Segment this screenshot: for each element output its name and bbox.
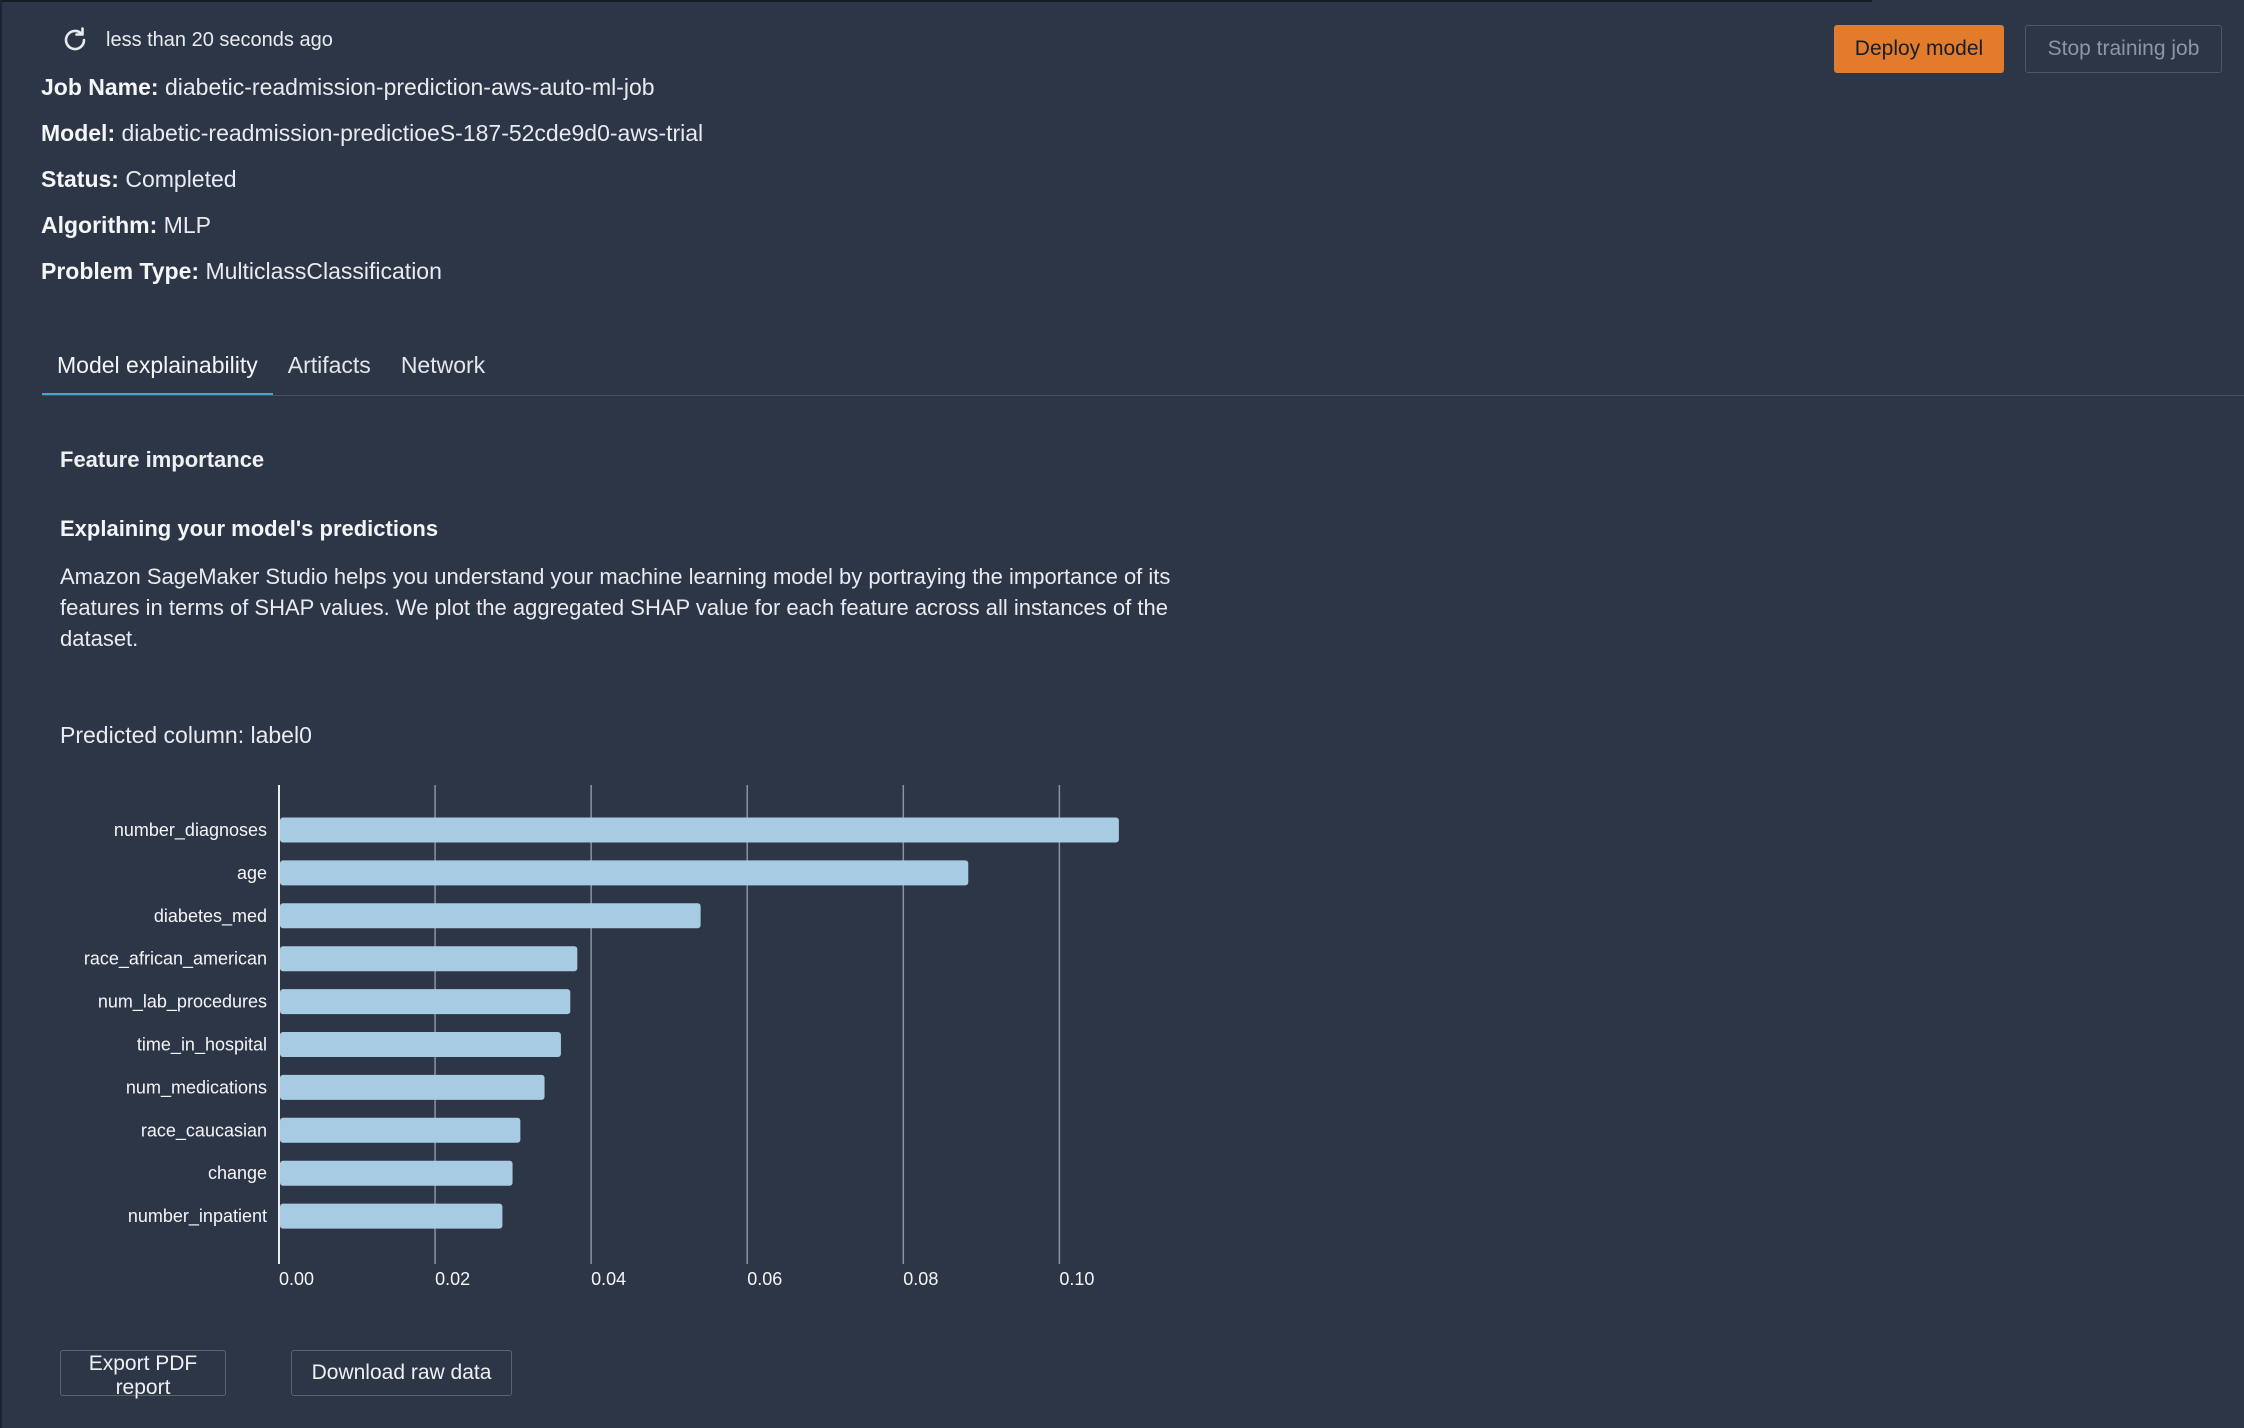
x-tick-label: 0.06 bbox=[747, 1269, 782, 1289]
bar bbox=[280, 1203, 503, 1229]
x-tick-label: 0.02 bbox=[435, 1269, 470, 1289]
bar bbox=[280, 903, 701, 929]
explain-title: Explaining your model's predictions bbox=[60, 516, 439, 541]
job-name-label: Job Name: bbox=[41, 74, 159, 100]
bar bbox=[280, 946, 578, 972]
bar bbox=[280, 860, 969, 886]
algorithm-row: Algorithm: MLP bbox=[41, 212, 211, 239]
category-label: race_african_american bbox=[84, 949, 267, 970]
algorithm-value: MLP bbox=[163, 212, 211, 238]
model-label: Model: bbox=[41, 120, 116, 146]
status-row: Status: Completed bbox=[41, 166, 237, 193]
feature-importance-chart: 0.00 0.02 0.04 0.06 0.08 0.10 number_diagnoses… bbox=[60, 780, 1200, 1305]
category-label: time_in_hospital bbox=[137, 1035, 267, 1056]
tab-network[interactable]: Network bbox=[400, 352, 486, 378]
category-label: change bbox=[208, 1163, 267, 1183]
tab-artifacts[interactable]: Artifacts bbox=[287, 352, 371, 378]
x-tick-label: 0.00 bbox=[279, 1269, 314, 1289]
category-label: num_medications bbox=[126, 1077, 267, 1098]
stop-training-job-button[interactable]: Stop training job bbox=[2025, 25, 2222, 73]
deploy-model-button[interactable]: Deploy model bbox=[1834, 25, 2004, 73]
category-label: number_inpatient bbox=[128, 1206, 267, 1227]
x-tick-label: 0.08 bbox=[903, 1269, 938, 1289]
bar bbox=[280, 817, 1119, 843]
tab-bar: Model explainability Artifacts Network bbox=[42, 345, 500, 395]
status-label: Status: bbox=[41, 166, 119, 192]
problem-type-row: Problem Type: MulticlassClassification bbox=[41, 258, 442, 285]
bar bbox=[280, 1160, 513, 1186]
category-label: number_diagnoses bbox=[114, 820, 267, 841]
category-label: diabetes_med bbox=[154, 906, 267, 927]
algorithm-label: Algorithm: bbox=[41, 212, 158, 238]
problem-type-value: MulticlassClassification bbox=[205, 258, 442, 284]
bar bbox=[280, 1032, 561, 1057]
top-border bbox=[0, 0, 1872, 2]
bar bbox=[280, 1074, 545, 1100]
section-title: Feature importance bbox=[60, 447, 265, 472]
left-border bbox=[0, 0, 2, 1428]
job-name-value: diabetic-readmission-prediction-aws-auto… bbox=[164, 74, 655, 100]
x-tick-label: 0.04 bbox=[591, 1269, 626, 1289]
model-row: Model: diabetic-readmission-predictioeS-… bbox=[41, 120, 703, 147]
model-value: diabetic-readmission-predictioeS-187-52c… bbox=[121, 120, 704, 146]
job-name-row: Job Name: diabetic-readmission-predictio… bbox=[41, 74, 655, 101]
chart-svg: 0.00 0.02 0.04 0.06 0.08 0.10 number_diagnoses… bbox=[84, 785, 1119, 1289]
tab-model-explainability[interactable]: Model explainability bbox=[42, 345, 273, 395]
category-label: age bbox=[237, 863, 267, 883]
tabs-divider bbox=[42, 395, 2244, 396]
problem-type-label: Problem Type: bbox=[41, 258, 200, 284]
predicted-column: Predicted column: label0 bbox=[60, 722, 312, 748]
explain-text: Amazon SageMaker Studio helps you unders… bbox=[60, 564, 1171, 651]
refresh-icon[interactable] bbox=[60, 25, 90, 55]
status-value: Completed bbox=[125, 166, 237, 192]
bar bbox=[280, 989, 571, 1015]
x-tick-label: 0.10 bbox=[1059, 1269, 1094, 1289]
export-pdf-report-button[interactable]: Export PDF report bbox=[60, 1350, 226, 1399]
refresh-row: less than 20 seconds ago bbox=[60, 22, 333, 58]
last-updated-text: less than 20 seconds ago bbox=[106, 28, 333, 51]
category-label: num_lab_procedures bbox=[98, 992, 267, 1013]
category-label: race_caucasian bbox=[141, 1120, 267, 1141]
bar bbox=[280, 1117, 521, 1143]
download-raw-data-button[interactable]: Download raw data bbox=[291, 1350, 512, 1396]
